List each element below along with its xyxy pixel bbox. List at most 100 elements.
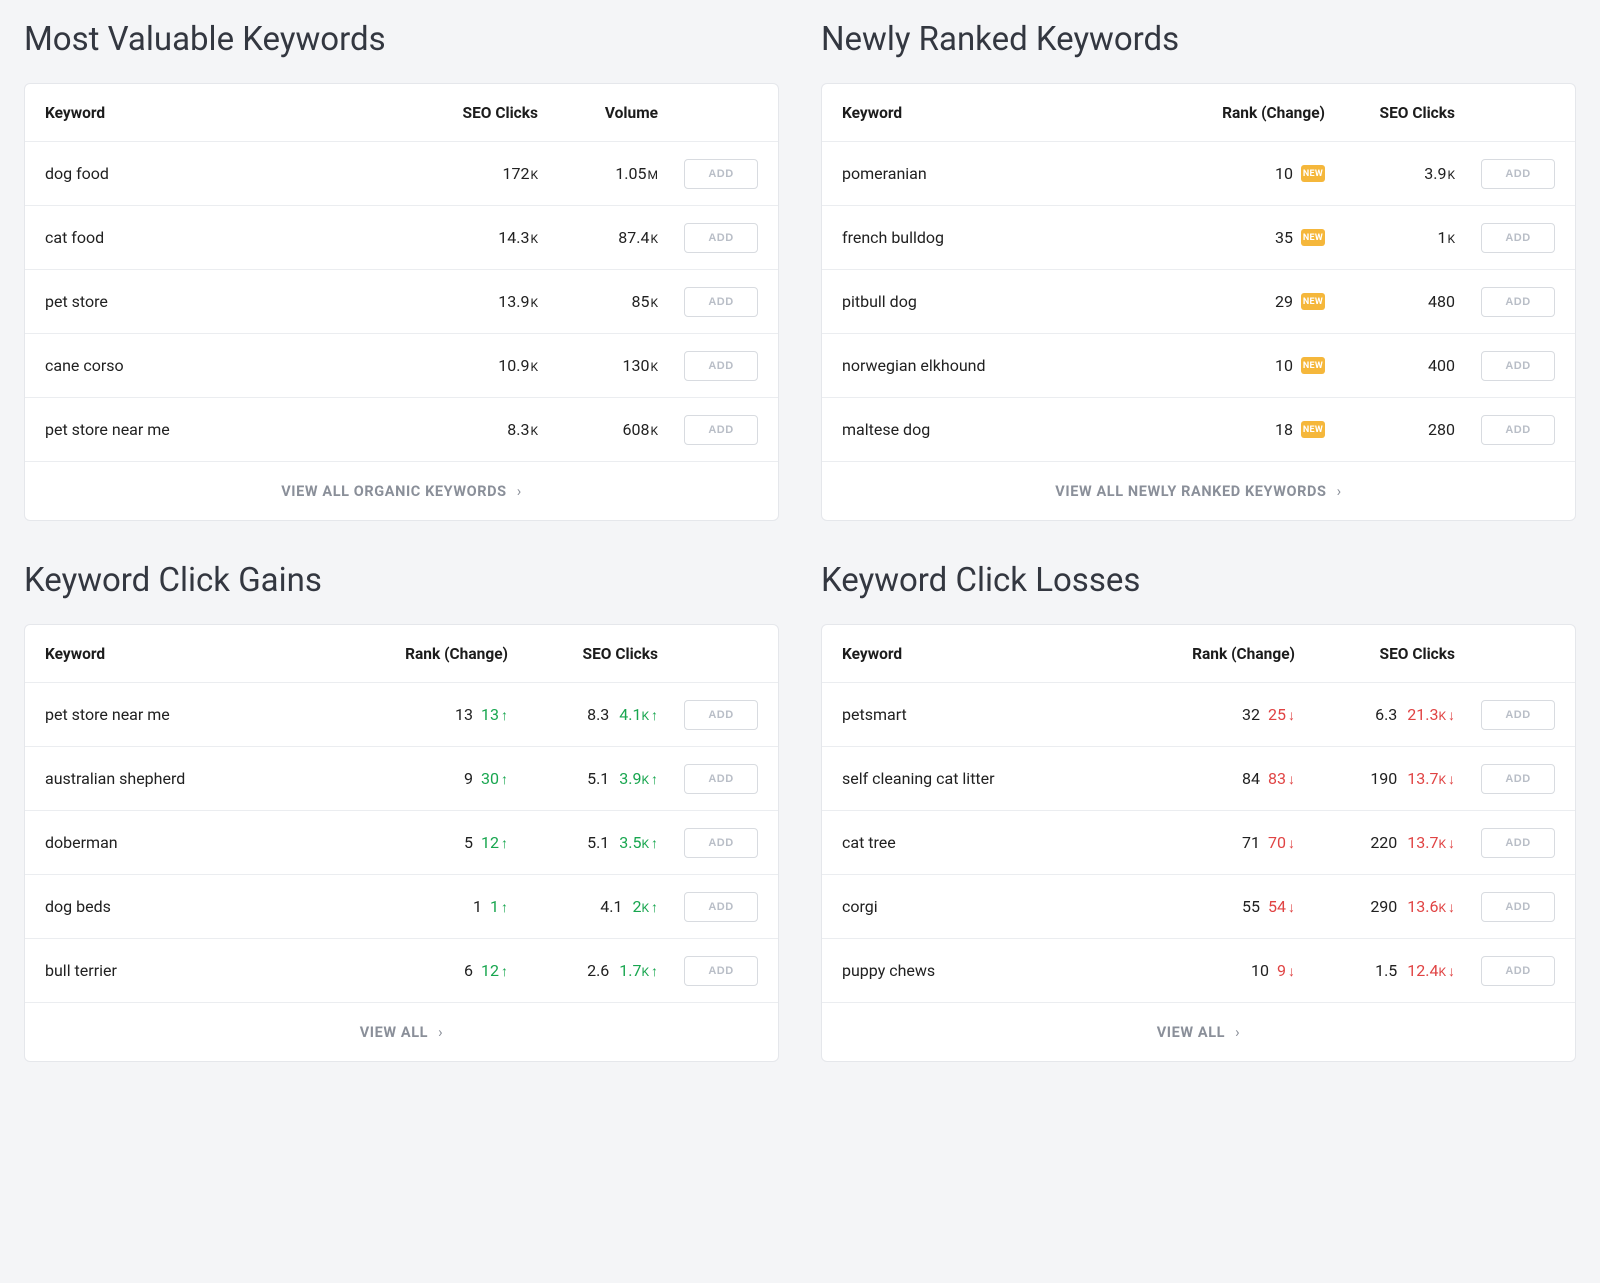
table-row: australian shepherd 9 30↑ 5.1 3.9K↑ ADD xyxy=(25,747,778,811)
table-row: petsmart 32 25↓ 6.3 21.3K↓ ADD xyxy=(822,683,1575,747)
col-rank-change: Rank (Change) xyxy=(1145,645,1295,663)
keyword-cell: doberman xyxy=(45,833,348,852)
add-button[interactable]: ADD xyxy=(684,956,758,986)
rank-cell: 32 25↓ xyxy=(1145,705,1295,724)
rank-cell: 10 NEW xyxy=(1165,164,1325,183)
table-row: dog food 172K 1.05M ADD xyxy=(25,142,778,206)
rank-cell: 5 12↑ xyxy=(348,833,508,852)
keyword-cell: puppy chews xyxy=(842,961,1145,980)
col-rank-change: Rank (Change) xyxy=(348,645,508,663)
arrow-up-icon: ↑ xyxy=(651,964,658,980)
arrow-down-icon: ↓ xyxy=(1288,772,1295,788)
add-button[interactable]: ADD xyxy=(684,415,758,445)
add-button[interactable]: ADD xyxy=(684,892,758,922)
seo-clicks-cell: 1K xyxy=(1325,228,1455,247)
add-button[interactable]: ADD xyxy=(684,223,758,253)
rank-change-up: 12↑ xyxy=(481,961,508,980)
table-row: pomeranian 10 NEW 3.9K ADD xyxy=(822,142,1575,206)
rank-cell: 13 13↑ xyxy=(348,705,508,724)
volume-cell: 130K xyxy=(538,356,658,375)
arrow-down-icon: ↓ xyxy=(1448,708,1455,724)
add-button[interactable]: ADD xyxy=(1481,956,1555,986)
keyword-cell: maltese dog xyxy=(842,420,1165,439)
seo-clicks-cell: 2.6 1.7K↑ xyxy=(508,961,658,980)
view-all-losses-link[interactable]: VIEW ALL › xyxy=(822,1003,1575,1061)
rank-change-down: 70↓ xyxy=(1268,833,1295,852)
keyword-cell: cane corso xyxy=(45,356,418,375)
add-button[interactable]: ADD xyxy=(684,159,758,189)
add-button[interactable]: ADD xyxy=(684,828,758,858)
rank-cell: 55 54↓ xyxy=(1145,897,1295,916)
view-all-gains-link[interactable]: VIEW ALL › xyxy=(25,1003,778,1061)
keyword-cell: pitbull dog xyxy=(842,292,1165,311)
add-button[interactable]: ADD xyxy=(1481,415,1555,445)
seo-clicks-cell: 6.3 21.3K↓ xyxy=(1295,705,1455,724)
table-header: Keyword Rank (Change) SEO Clicks xyxy=(822,625,1575,683)
new-badge-icon: NEW xyxy=(1301,357,1325,374)
table-row: doberman 5 12↑ 5.1 3.5K↑ ADD xyxy=(25,811,778,875)
seo-clicks-cell: 400 xyxy=(1325,356,1455,375)
panel-newly-ranked: Newly Ranked Keywords Keyword Rank (Chan… xyxy=(821,20,1576,521)
keyword-cell: cat tree xyxy=(842,833,1145,852)
rank-change-down: 25↓ xyxy=(1268,705,1295,724)
add-button[interactable]: ADD xyxy=(1481,892,1555,922)
add-button[interactable]: ADD xyxy=(1481,223,1555,253)
new-badge-icon: NEW xyxy=(1301,421,1325,438)
rank-cell: 71 70↓ xyxy=(1145,833,1295,852)
arrow-down-icon: ↓ xyxy=(1288,964,1295,980)
add-button[interactable]: ADD xyxy=(1481,287,1555,317)
add-button[interactable]: ADD xyxy=(1481,828,1555,858)
add-button[interactable]: ADD xyxy=(684,700,758,730)
table-body: pet store near me 13 13↑ 8.3 4.1K↑ ADD a… xyxy=(25,683,778,1003)
table-header: Keyword Rank (Change) SEO Clicks xyxy=(822,84,1575,142)
arrow-down-icon: ↓ xyxy=(1448,772,1455,788)
add-button[interactable]: ADD xyxy=(1481,159,1555,189)
card-losses: Keyword Rank (Change) SEO Clicks petsmar… xyxy=(821,624,1576,1062)
table-row: puppy chews 10 9↓ 1.5 12.4K↓ ADD xyxy=(822,939,1575,1003)
panel-title: Newly Ranked Keywords xyxy=(821,20,1576,59)
col-seo-clicks: SEO Clicks xyxy=(418,104,538,122)
add-button[interactable]: ADD xyxy=(684,287,758,317)
add-button[interactable]: ADD xyxy=(684,764,758,794)
col-volume: Volume xyxy=(538,104,658,122)
table-row: maltese dog 18 NEW 280 ADD xyxy=(822,398,1575,462)
col-keyword: Keyword xyxy=(45,104,418,122)
keyword-cell: pomeranian xyxy=(842,164,1165,183)
keyword-cell: self cleaning cat litter xyxy=(842,769,1145,788)
rank-change-down: 83↓ xyxy=(1268,769,1295,788)
table-row: cat tree 71 70↓ 220 13.7K↓ ADD xyxy=(822,811,1575,875)
chevron-right-icon: › xyxy=(1337,482,1342,500)
arrow-up-icon: ↑ xyxy=(651,836,658,852)
add-button[interactable]: ADD xyxy=(1481,700,1555,730)
arrow-down-icon: ↓ xyxy=(1448,836,1455,852)
chevron-right-icon: › xyxy=(1235,1023,1240,1041)
table-row: pet store 13.9K 85K ADD xyxy=(25,270,778,334)
seo-clicks-cell: 13.9K xyxy=(418,292,538,311)
rank-change-up: 1↑ xyxy=(490,897,508,916)
view-all-organic-link[interactable]: VIEW ALL ORGANIC KEYWORDS › xyxy=(25,462,778,520)
col-seo-clicks: SEO Clicks xyxy=(1325,104,1455,122)
table-body: pomeranian 10 NEW 3.9K ADD french bulldo… xyxy=(822,142,1575,462)
table-row: norwegian elkhound 10 NEW 400 ADD xyxy=(822,334,1575,398)
rank-cell: 29 NEW xyxy=(1165,292,1325,311)
panel-title: Keyword Click Gains xyxy=(24,561,779,600)
add-button[interactable]: ADD xyxy=(1481,351,1555,381)
add-button[interactable]: ADD xyxy=(1481,764,1555,794)
rank-cell: 10 9↓ xyxy=(1145,961,1295,980)
panel-click-gains: Keyword Click Gains Keyword Rank (Change… xyxy=(24,561,779,1062)
view-all-newly-link[interactable]: VIEW ALL NEWLY RANKED KEYWORDS › xyxy=(822,462,1575,520)
rank-cell: 18 NEW xyxy=(1165,420,1325,439)
table-body: petsmart 32 25↓ 6.3 21.3K↓ ADD self clea… xyxy=(822,683,1575,1003)
table-row: dog beds 1 1↑ 4.1 2K↑ ADD xyxy=(25,875,778,939)
rank-change-up: 30↑ xyxy=(481,769,508,788)
arrow-up-icon: ↑ xyxy=(651,772,658,788)
new-badge-icon: NEW xyxy=(1301,293,1325,310)
seo-clicks-cell: 8.3 4.1K↑ xyxy=(508,705,658,724)
arrow-down-icon: ↓ xyxy=(1288,836,1295,852)
volume-cell: 608K xyxy=(538,420,658,439)
seo-clicks-cell: 480 xyxy=(1325,292,1455,311)
seo-clicks-cell: 4.1 2K↑ xyxy=(508,897,658,916)
add-button[interactable]: ADD xyxy=(684,351,758,381)
seo-clicks-cell: 280 xyxy=(1325,420,1455,439)
keyword-cell: dog food xyxy=(45,164,418,183)
